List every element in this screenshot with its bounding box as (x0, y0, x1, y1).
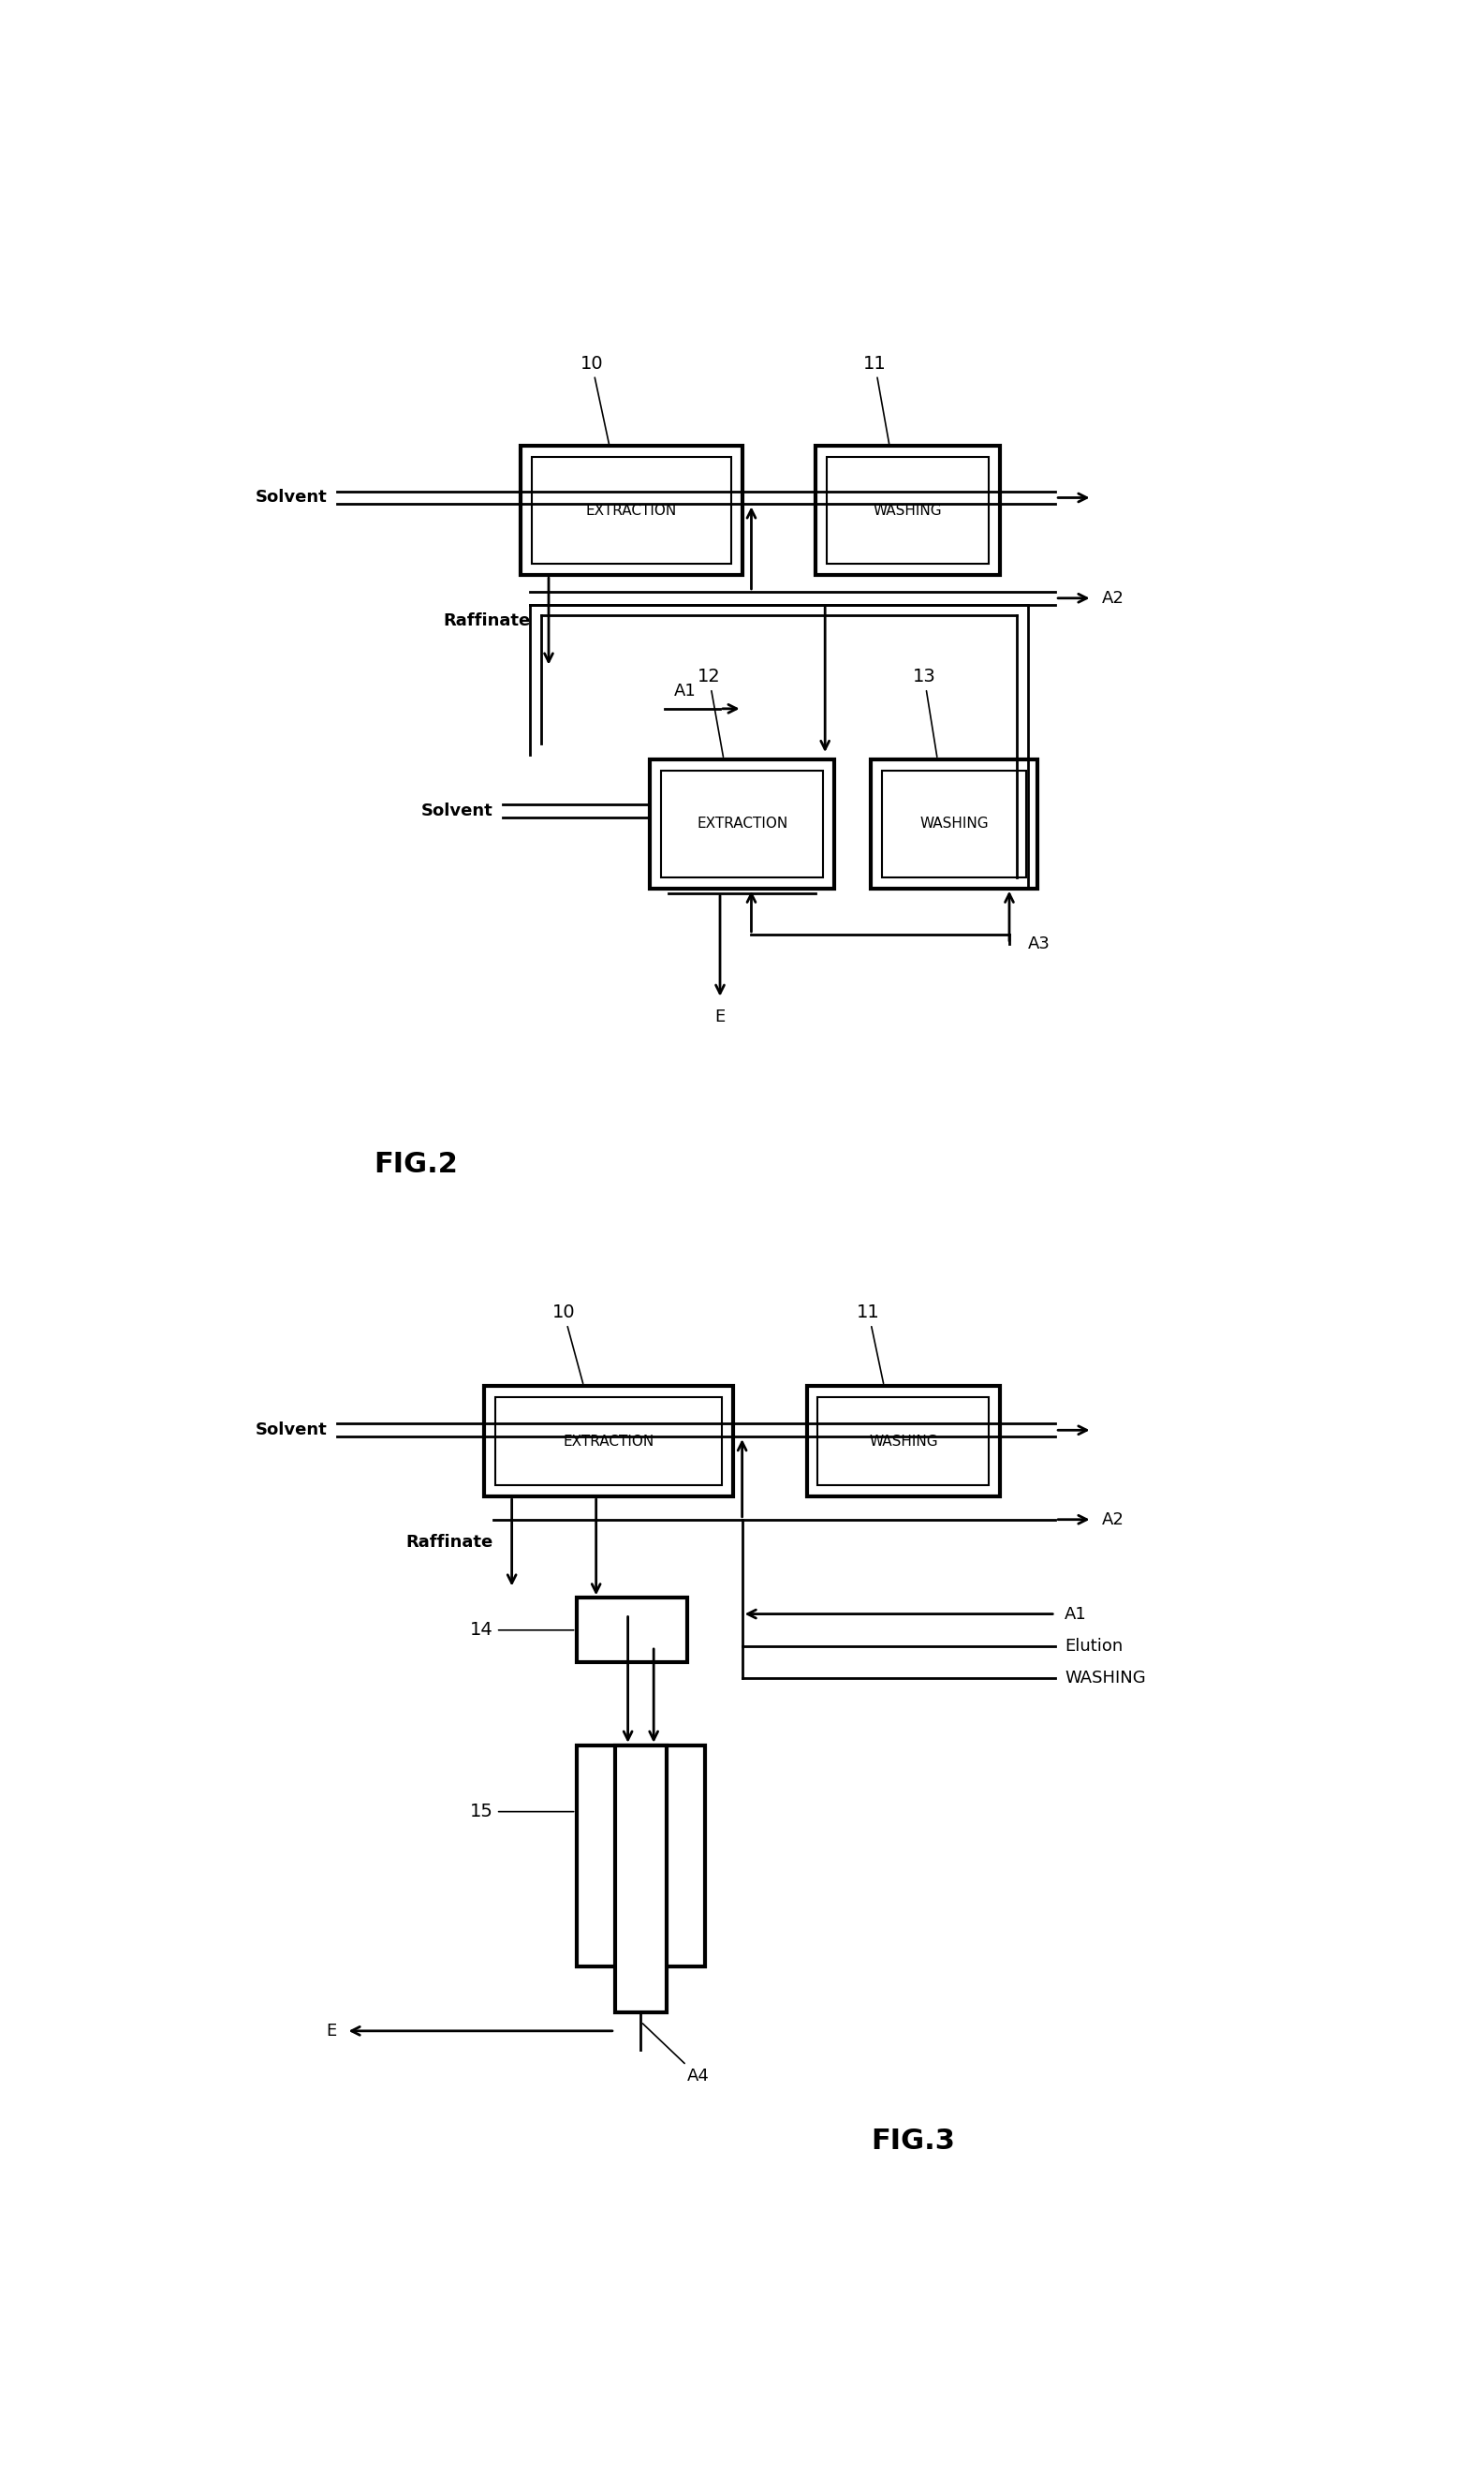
Text: A1: A1 (1064, 1605, 1086, 1623)
Text: EXTRACTION: EXTRACTION (696, 816, 788, 831)
Bar (881, 772, 1025, 876)
Text: 11: 11 (864, 353, 889, 443)
Text: FIG.2: FIG.2 (374, 1152, 457, 1177)
Text: E: E (715, 1008, 726, 1025)
Text: Solvent: Solvent (421, 801, 493, 819)
Bar (650, 759, 834, 889)
Bar (576, 1598, 687, 1663)
Text: A2: A2 (1101, 1511, 1123, 1528)
Text: FIG.3: FIG.3 (871, 2128, 956, 2155)
Bar (827, 458, 988, 565)
Text: 11: 11 (856, 1304, 883, 1384)
Text: E: E (326, 2024, 337, 2038)
Text: A4: A4 (643, 2024, 709, 2086)
Text: 10: 10 (580, 353, 608, 443)
Bar (533, 458, 732, 565)
Text: WASHING: WASHING (868, 1434, 938, 1449)
Text: A3: A3 (1028, 936, 1051, 953)
Bar (807, 1386, 1000, 1496)
Bar (871, 759, 1037, 889)
Text: Raffinate: Raffinate (442, 612, 530, 630)
Bar (484, 1386, 733, 1496)
Bar (521, 446, 742, 575)
Bar (576, 1745, 705, 1966)
Text: WASHING: WASHING (920, 816, 988, 831)
Text: Solvent: Solvent (255, 490, 328, 505)
Bar (496, 1396, 721, 1486)
Text: WASHING: WASHING (874, 503, 942, 518)
Text: EXTRACTION: EXTRACTION (562, 1434, 654, 1449)
Text: 12: 12 (697, 667, 723, 757)
Bar (818, 1396, 988, 1486)
Text: A1: A1 (674, 682, 696, 699)
Text: Elution: Elution (1064, 1638, 1123, 1655)
Text: 13: 13 (913, 667, 936, 757)
Text: Solvent: Solvent (255, 1421, 328, 1439)
Text: WASHING: WASHING (1064, 1670, 1146, 1688)
Text: 15: 15 (470, 1802, 574, 1819)
Bar (614, 1745, 666, 2014)
Text: 10: 10 (552, 1304, 583, 1384)
Text: 14: 14 (470, 1620, 574, 1640)
Text: A2: A2 (1101, 590, 1123, 607)
Text: EXTRACTION: EXTRACTION (586, 503, 677, 518)
Bar (816, 446, 1000, 575)
Bar (660, 772, 824, 876)
Text: Raffinate: Raffinate (407, 1533, 493, 1551)
